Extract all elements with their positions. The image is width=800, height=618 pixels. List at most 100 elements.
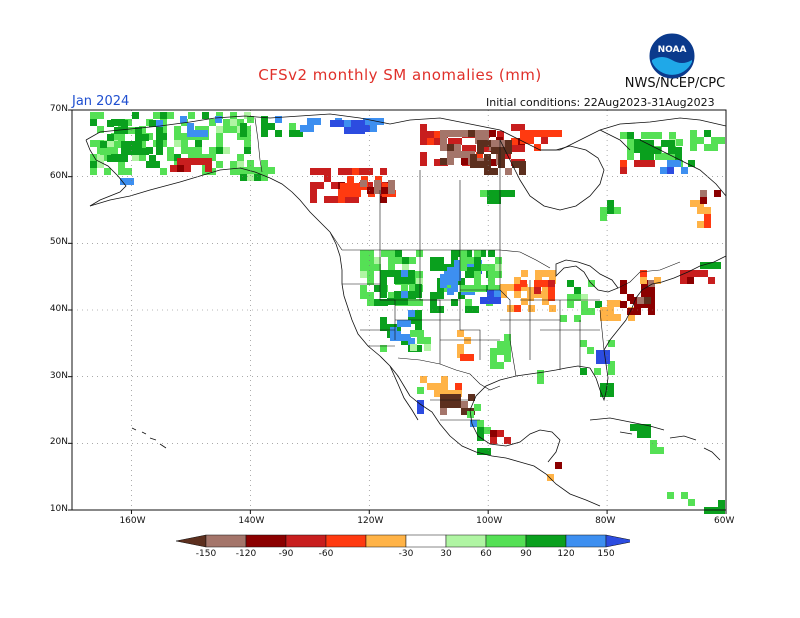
anomaly-cell [330,120,337,127]
anomaly-cell [628,314,635,321]
anomaly-cell [202,126,209,133]
anomaly-cell [198,158,205,165]
anomaly-cell [490,437,497,444]
anomaly-cell [688,499,695,506]
anomaly-cell [177,158,184,165]
anomaly-cell [254,167,261,174]
anomaly-cell [711,144,718,151]
anomaly-cell [380,317,387,324]
anomaly-cell [704,207,711,214]
anomaly-cell [700,262,707,269]
anomaly-cell [465,264,472,271]
anomaly-cell [630,297,637,304]
anomaly-cell [521,270,528,277]
anomaly-cell [537,377,544,384]
anomaly-cell [401,338,408,345]
anomaly-cell [160,133,167,140]
anomaly-cell [560,315,567,322]
anomaly-cell [648,287,655,294]
anomaly-cell [440,281,447,288]
anomaly-cell [497,430,504,437]
anomaly-cell [358,127,365,134]
anomaly-cell [380,291,387,298]
anomaly-cell [408,270,415,277]
anomaly-cell [261,123,268,130]
anomaly-cell [714,262,721,269]
anomaly-cell [114,155,121,162]
anomaly-cell [574,294,581,301]
legend-swatch [485,534,527,548]
anomaly-cell [454,260,461,267]
anomaly-cell [475,130,482,137]
anomaly-cell [367,292,374,299]
anomaly-cell [128,141,135,148]
anomaly-cell [640,277,647,284]
anomaly-cell [504,334,511,341]
anomaly-cell [574,315,581,322]
anomaly-cell [542,298,549,305]
anomaly-cell [676,139,683,146]
anomaly-cell [367,299,374,306]
anomaly-cell [244,133,251,140]
anomaly-cell [420,152,427,159]
anomaly-cell [424,337,431,344]
anomaly-cell [401,291,408,298]
anomaly-cell [711,137,718,144]
legend-arrow-left [175,534,207,548]
anomaly-cell [223,147,230,154]
anomaly-cell [125,119,132,126]
lat-label: 20N [49,437,68,448]
anomaly-cell [620,280,627,287]
legend-swatch [525,534,567,548]
anomaly-cell [681,167,688,174]
anomaly-cell [380,277,387,284]
legend-swatch [205,534,247,548]
anomaly-cell [504,437,511,444]
anomaly-cell [567,294,574,301]
anomaly-cell [347,183,354,190]
anomaly-cell [351,120,358,127]
anomaly-cell [714,190,721,197]
anomaly-cell [254,174,261,181]
anomaly-cell [90,154,97,161]
anomaly-cell [401,270,408,277]
anomaly-cell [667,492,674,499]
anomaly-cell [640,147,647,154]
anomaly-cell [596,350,603,357]
anomaly-cell [707,262,714,269]
anomaly-cell [440,274,447,281]
lat-label: 60N [49,170,68,181]
anomaly-cell [440,394,447,401]
anomaly-cell [125,168,132,175]
anomaly-cell [494,190,501,197]
anomaly-cell [535,270,542,277]
anomaly-cell [641,132,648,139]
anomaly-cell [427,138,434,145]
anomaly-cell [504,355,511,362]
anomaly-cell [474,250,481,257]
anomaly-cell [441,383,448,390]
anomaly-cell [474,278,481,285]
legend-label: 120 [557,549,575,559]
anomaly-cell [374,299,381,306]
anomaly-cell [387,270,394,277]
anomaly-cell [465,299,472,306]
anomaly-cell [482,130,489,137]
anomaly-cell [697,137,704,144]
anomaly-cell [90,161,97,168]
anomaly-cell [461,158,468,165]
anomaly-cell [360,271,367,278]
anomaly-cell [481,264,488,271]
anomaly-cell [111,147,118,154]
anomaly-cell [417,330,424,337]
anomaly-cell [608,340,615,347]
anomaly-cell [454,151,461,158]
anomaly-cell [216,112,223,119]
anomaly-cell [498,154,505,161]
legend-label: 90 [520,549,532,559]
anomaly-cell [174,133,181,140]
anomaly-cell [634,308,641,315]
anomaly-cell [650,447,657,454]
anomaly-cell [521,298,528,305]
anomaly-cell [390,327,397,334]
